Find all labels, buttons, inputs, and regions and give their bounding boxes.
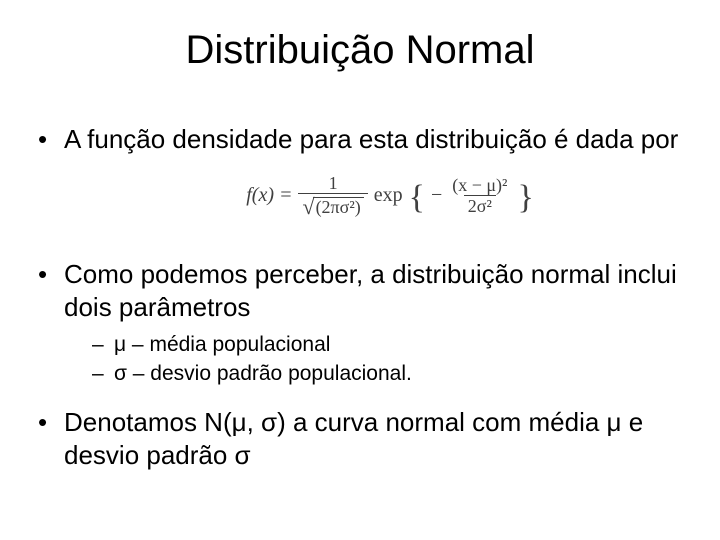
frac1-numerator: 1 (325, 174, 342, 194)
exp-label: exp (374, 184, 403, 207)
formula-fraction-2: (x − μ)² 2σ² (448, 176, 511, 217)
sub-item-2: σ – desvio padrão populacional. (92, 360, 690, 388)
bullet-text-1: A função densidade para esta distribuiçã… (64, 124, 678, 154)
slide-title: Distribuição Normal (30, 28, 690, 73)
frac2-denominator: 2σ² (464, 195, 496, 216)
sub-text-1: μ – média populacional (114, 333, 330, 356)
sqrt-expression: √ (2πσ²) (302, 195, 363, 218)
bullet-list: A função densidade para esta distribuiçã… (30, 123, 690, 156)
formula-lhs: f(x) = (246, 184, 292, 207)
bullet-text-3: Denotamos N(μ, σ) a curva normal com méd… (64, 407, 643, 470)
frac1-denominator: √ (2πσ²) (298, 193, 367, 218)
right-brace-icon: } (517, 188, 533, 208)
density-formula: f(x) = 1 √ (2πσ²) exp { − (x − μ)² 2σ² } (246, 174, 534, 219)
bullet-list-2: Como podemos perceber, a distribuição no… (30, 258, 690, 471)
frac2-numerator: (x − μ)² (448, 176, 511, 196)
sub-text-2: σ – desvio padrão populacional. (114, 362, 412, 385)
minus-sign: − (431, 184, 442, 207)
sub-list: μ – média populacional σ – desvio padrão… (64, 331, 690, 388)
bullet-item-3: Denotamos N(μ, σ) a curva normal com méd… (30, 406, 690, 471)
bullet-text-2: Como podemos perceber, a distribuição no… (64, 259, 677, 322)
left-brace-icon: { (409, 188, 425, 208)
bullet-item-1: A função densidade para esta distribuiçã… (30, 123, 690, 156)
bullet-item-2: Como podemos perceber, a distribuição no… (30, 258, 690, 388)
formula-container: f(x) = 1 √ (2πσ²) exp { − (x − μ)² 2σ² } (30, 174, 690, 219)
radicand: (2πσ²) (313, 197, 364, 218)
sub-item-1: μ – média populacional (92, 331, 690, 359)
formula-fraction-1: 1 √ (2πσ²) (298, 174, 367, 219)
